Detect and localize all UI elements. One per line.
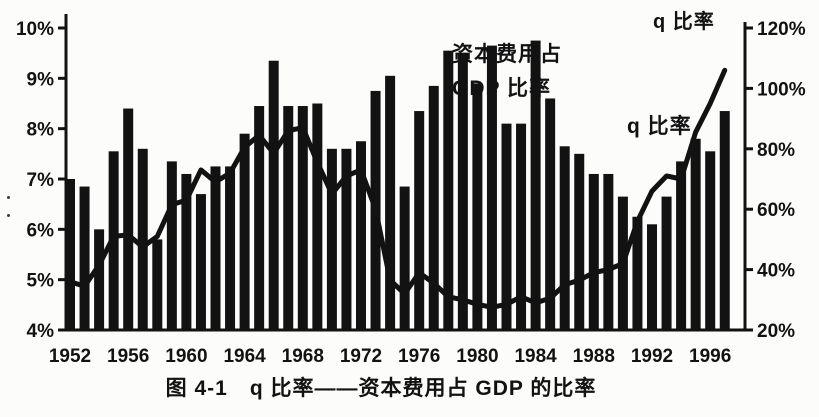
bar-1995 — [690, 138, 701, 330]
bar-1975 — [399, 186, 410, 330]
bar-1978 — [443, 50, 454, 331]
bar-series-annotation: 资本费用占 GDP 比率 — [452, 38, 562, 106]
bar-1961 — [195, 194, 206, 330]
svg-text:1972: 1972 — [340, 346, 382, 367]
line-series-q-ratio — [67, 67, 728, 310]
bar-1962 — [210, 166, 221, 330]
bar-1977 — [428, 85, 439, 330]
svg-text:60%: 60% — [757, 200, 795, 221]
bar-1963 — [225, 166, 236, 330]
bar-1991 — [632, 216, 643, 330]
bar-1987 — [574, 153, 585, 330]
bar-1988 — [588, 173, 599, 330]
bar-1953 — [79, 186, 90, 330]
bar-1984 — [530, 40, 541, 330]
right-axis-title: q 比率 — [653, 11, 715, 33]
svg-text:7%: 7% — [27, 170, 55, 191]
svg-text:1996: 1996 — [689, 346, 731, 367]
svg-text:1988: 1988 — [573, 346, 615, 367]
svg-text:10%: 10% — [16, 19, 54, 40]
svg-text:1960: 1960 — [165, 346, 207, 367]
bar-1959 — [166, 161, 177, 330]
line-series-annotation: q 比率 — [627, 115, 692, 138]
right-axis-ticks: 20% 40% 60% 80% 100% 120% — [745, 19, 806, 342]
bar-1996 — [705, 151, 716, 330]
bar-1982 — [501, 123, 512, 330]
bar-1964 — [239, 133, 250, 330]
bar-1956 — [123, 108, 134, 331]
bar-1994 — [676, 161, 687, 330]
svg-text:1968: 1968 — [282, 346, 324, 367]
svg-text:1956: 1956 — [107, 346, 149, 367]
svg-text:1976: 1976 — [398, 346, 440, 367]
bar-1970 — [326, 148, 337, 330]
svg-text:1952: 1952 — [49, 346, 91, 367]
bar-1979 — [457, 53, 468, 331]
svg-text:1992: 1992 — [631, 346, 673, 367]
bar-series-annotation-line1: 资本费用占 — [452, 43, 562, 66]
axes — [64, 14, 747, 332]
bar-1985 — [545, 98, 556, 330]
svg-text:20%: 20% — [757, 321, 795, 342]
scan-speck — [7, 196, 10, 199]
bar-1960 — [181, 173, 192, 330]
bar-1967 — [283, 106, 294, 331]
svg-text:1984: 1984 — [514, 346, 557, 367]
svg-text:120%: 120% — [757, 19, 806, 40]
bar-1976 — [414, 111, 425, 330]
bar-1957 — [137, 148, 148, 330]
bar-1968 — [297, 106, 308, 331]
svg-text:8%: 8% — [27, 120, 55, 141]
bar-1986 — [559, 146, 570, 330]
svg-text:1980: 1980 — [456, 346, 498, 367]
bar-1972 — [356, 141, 366, 330]
bar-series-annotation-line2: GDP 比率 — [452, 77, 551, 100]
bar-1952 — [65, 179, 75, 330]
svg-text:80%: 80% — [757, 140, 795, 161]
svg-text:5%: 5% — [27, 271, 55, 292]
scan-speck — [7, 214, 10, 217]
bar-1954 — [94, 229, 105, 330]
svg-text:9%: 9% — [27, 69, 55, 90]
svg-text:100%: 100% — [757, 79, 806, 100]
bar-1980 — [472, 83, 483, 330]
svg-text:6%: 6% — [27, 220, 55, 241]
svg-text:40%: 40% — [757, 261, 795, 282]
bar-1997 — [719, 111, 730, 330]
bar-1989 — [603, 173, 614, 330]
svg-text:4%: 4% — [27, 321, 55, 342]
figure-caption: 图 4-1 q 比率——资本费用占 GDP 的比率 — [165, 377, 597, 400]
left-axis-ticks: 4% 5% 6% 7% 8% 9% 10% — [16, 19, 66, 342]
x-axis-labels: 1952 1956 1960 1964 1968 1972 1976 1980 1984 1988… — [49, 346, 731, 367]
svg-text:1964: 1964 — [223, 346, 266, 367]
bar-1966 — [268, 60, 279, 330]
bar-1992 — [647, 224, 657, 330]
bar-1969 — [312, 103, 323, 330]
bar-1965 — [254, 106, 265, 331]
bar-1958 — [152, 239, 163, 330]
q-ratio-line — [67, 67, 728, 310]
bar-1974 — [385, 75, 396, 330]
bar-1993 — [661, 196, 672, 330]
bar-1983 — [516, 123, 527, 330]
bar-1971 — [341, 148, 352, 330]
bar-1981 — [486, 45, 497, 330]
